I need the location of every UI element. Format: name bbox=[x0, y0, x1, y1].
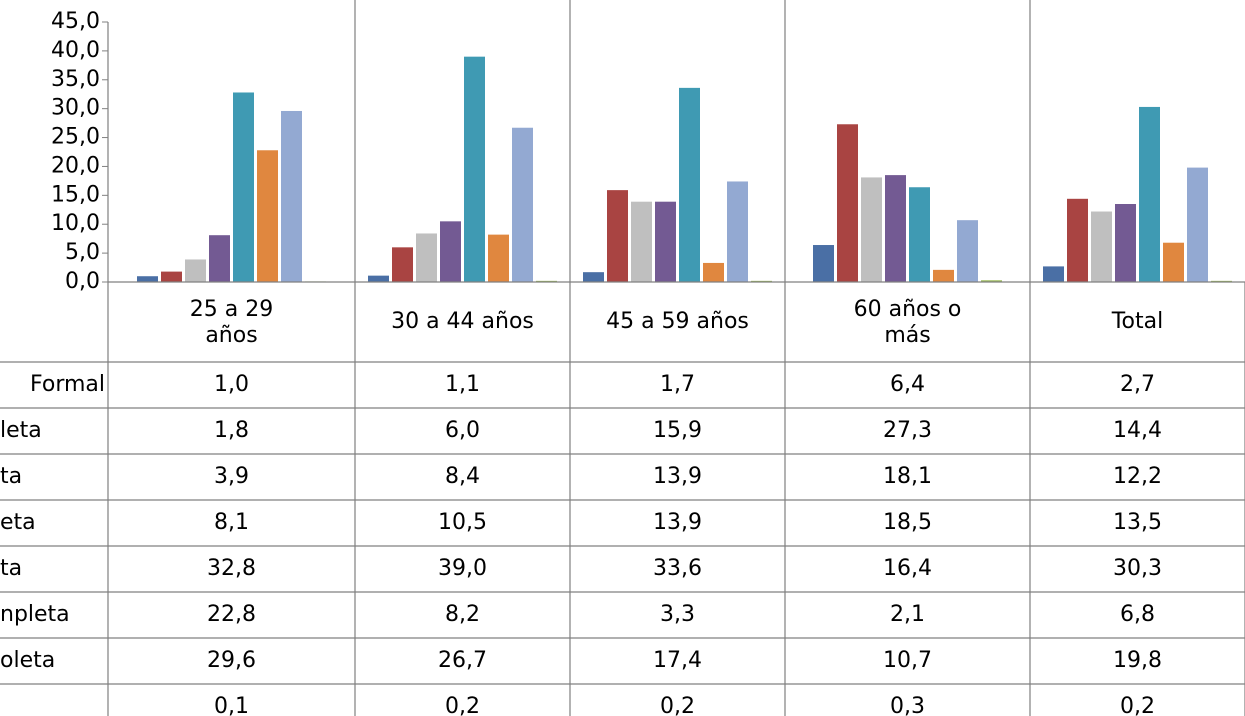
cell-value: 6,0 bbox=[445, 418, 480, 443]
y-tick-label: 30,0 bbox=[51, 96, 100, 121]
bar bbox=[392, 247, 413, 282]
bar bbox=[1115, 204, 1136, 282]
cell-value: 0,2 bbox=[1120, 694, 1155, 716]
cell-value: 3,3 bbox=[660, 602, 695, 627]
cell-value: 13,9 bbox=[653, 510, 702, 535]
series-label: ta bbox=[0, 464, 22, 489]
cell-value: 16,4 bbox=[883, 556, 932, 581]
bar bbox=[837, 124, 858, 283]
bar bbox=[813, 245, 834, 282]
cell-value: 8,2 bbox=[445, 602, 480, 627]
bar bbox=[1043, 266, 1064, 282]
y-tick-label: 0,0 bbox=[65, 269, 100, 294]
cell-value: 6,4 bbox=[890, 372, 925, 397]
bar bbox=[1067, 198, 1088, 282]
y-tick-label: 35,0 bbox=[51, 67, 100, 92]
cell-value: 14,4 bbox=[1113, 418, 1162, 443]
category-label: 30 a 44 años bbox=[391, 309, 534, 334]
cell-value: 32,8 bbox=[207, 556, 256, 581]
cell-value: 17,4 bbox=[653, 648, 702, 673]
bar bbox=[1163, 242, 1184, 282]
bar bbox=[909, 187, 930, 282]
cell-value: 13,5 bbox=[1113, 510, 1162, 535]
bar bbox=[655, 201, 676, 282]
category-label: 45 a 59 años bbox=[606, 309, 749, 334]
cell-value: 19,8 bbox=[1113, 648, 1162, 673]
bar bbox=[1139, 106, 1160, 282]
bar bbox=[281, 110, 302, 282]
bar bbox=[440, 221, 461, 282]
bar bbox=[885, 175, 906, 282]
cell-value: 0,2 bbox=[445, 694, 480, 716]
cell-value: 0,3 bbox=[890, 694, 925, 716]
y-tick-label: 15,0 bbox=[51, 182, 100, 207]
bar bbox=[703, 262, 724, 282]
cell-value: 1,0 bbox=[214, 372, 249, 397]
cell-value: 33,6 bbox=[653, 556, 702, 581]
bar bbox=[257, 150, 278, 282]
series-label: ta bbox=[0, 556, 22, 581]
cell-value: 26,7 bbox=[438, 648, 487, 673]
cell-value: 22,8 bbox=[207, 602, 256, 627]
cell-value: 12,2 bbox=[1113, 464, 1162, 489]
bar bbox=[631, 201, 652, 282]
series-label: Formal bbox=[30, 372, 105, 397]
bar bbox=[679, 87, 700, 282]
bar bbox=[464, 56, 485, 282]
bar bbox=[137, 276, 158, 282]
cell-value: 30,3 bbox=[1113, 556, 1162, 581]
cell-value: 15,9 bbox=[653, 418, 702, 443]
cell-value: 13,9 bbox=[653, 464, 702, 489]
series-label: npleta bbox=[0, 602, 70, 627]
cell-value: 6,8 bbox=[1120, 602, 1155, 627]
series-label: eta bbox=[0, 510, 36, 535]
category-label: 60 años o más bbox=[854, 297, 962, 348]
bar bbox=[727, 181, 748, 282]
bar bbox=[488, 234, 509, 282]
cell-value: 1,1 bbox=[445, 372, 480, 397]
cell-value: 1,8 bbox=[214, 418, 249, 443]
cell-value: 18,1 bbox=[883, 464, 932, 489]
bar bbox=[981, 280, 1002, 282]
y-tick-label: 20,0 bbox=[51, 153, 100, 178]
y-tick-label: 25,0 bbox=[51, 125, 100, 150]
cell-value: 10,7 bbox=[883, 648, 932, 673]
bar bbox=[583, 272, 604, 282]
cell-value: 2,7 bbox=[1120, 372, 1155, 397]
cell-value: 39,0 bbox=[438, 556, 487, 581]
cell-value: 18,5 bbox=[883, 510, 932, 535]
bar bbox=[368, 275, 389, 282]
y-tick-label: 45,0 bbox=[51, 9, 100, 34]
y-tick-label: 40,0 bbox=[51, 38, 100, 63]
bar bbox=[233, 92, 254, 282]
bar bbox=[185, 259, 206, 282]
bar bbox=[933, 269, 954, 282]
bar bbox=[861, 177, 882, 282]
bar bbox=[209, 235, 230, 282]
category-label: 25 a 29 años bbox=[190, 297, 273, 348]
cell-value: 8,1 bbox=[214, 510, 249, 535]
bar bbox=[161, 271, 182, 282]
series-label: oleta bbox=[0, 648, 55, 673]
cell-value: 2,1 bbox=[890, 602, 925, 627]
cell-value: 29,6 bbox=[207, 648, 256, 673]
bar bbox=[607, 190, 628, 282]
category-label: Total bbox=[1111, 309, 1163, 334]
bar bbox=[512, 127, 533, 282]
bar bbox=[416, 233, 437, 282]
bar bbox=[1187, 167, 1208, 282]
y-tick-label: 10,0 bbox=[51, 211, 100, 236]
bar bbox=[1091, 211, 1112, 282]
y-tick-label: 5,0 bbox=[65, 240, 100, 265]
cell-value: 8,4 bbox=[445, 464, 480, 489]
cell-value: 0,2 bbox=[660, 694, 695, 716]
bar bbox=[957, 220, 978, 282]
cell-value: 10,5 bbox=[438, 510, 487, 535]
cell-value: 27,3 bbox=[883, 418, 932, 443]
cell-value: 0,1 bbox=[214, 694, 249, 716]
cell-value: 3,9 bbox=[214, 464, 249, 489]
cell-value: 1,7 bbox=[660, 372, 695, 397]
series-label: leta bbox=[0, 418, 42, 443]
